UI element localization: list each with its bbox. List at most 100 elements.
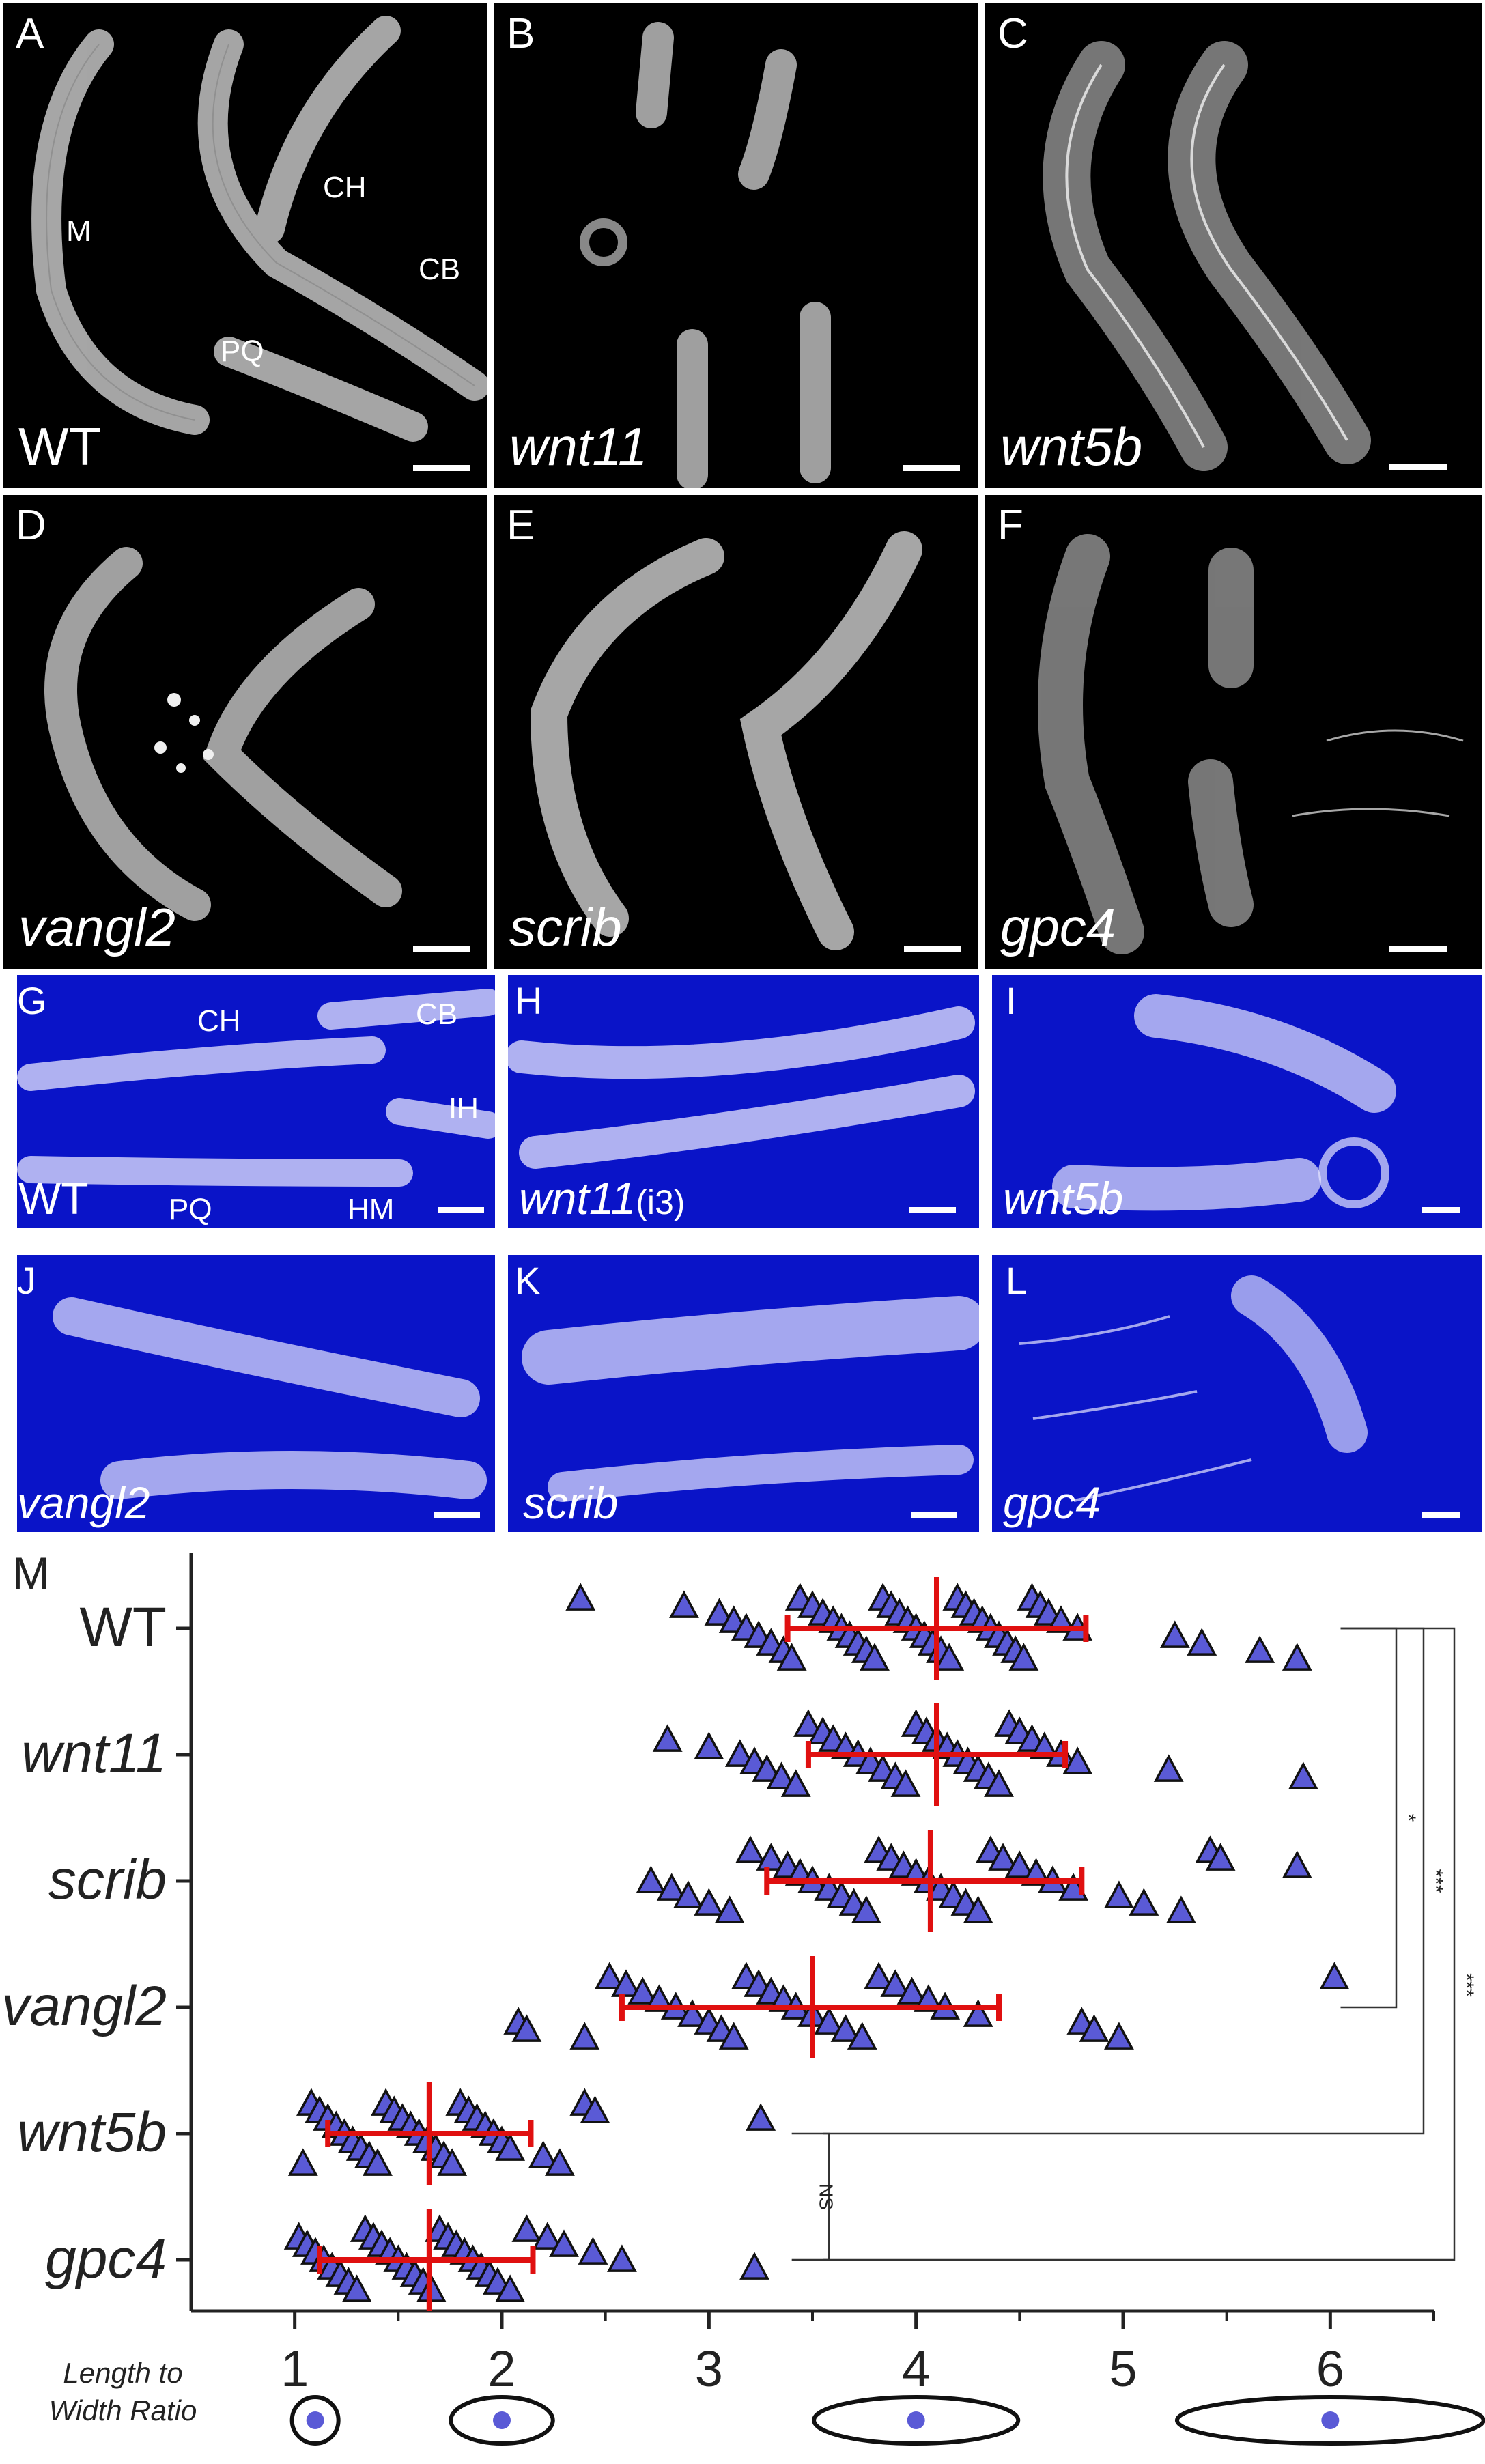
data-point	[532, 2222, 563, 2250]
significance-label: NS	[815, 2183, 836, 2210]
data-point	[1103, 2022, 1134, 2050]
data-point	[776, 1643, 807, 1671]
annotation-CH: CH	[197, 1004, 241, 1038]
data-point	[1282, 1850, 1312, 1878]
data-point	[694, 1731, 724, 1759]
data-point	[569, 2022, 600, 2050]
data-point	[746, 2103, 776, 2131]
panel-C: C wnt5b	[985, 3, 1482, 488]
panel-H: H wnt11(i3)	[508, 975, 979, 1228]
data-point	[677, 1999, 708, 2027]
data-point	[735, 1835, 765, 1863]
data-point	[756, 1843, 787, 1871]
genotype-label: WT	[18, 1173, 89, 1223]
data-point	[860, 1643, 890, 1671]
data-point	[864, 1962, 894, 1989]
data-point	[1282, 1643, 1312, 1671]
annotation-IH: IH	[449, 1092, 479, 1125]
data-point	[1004, 1850, 1035, 1878]
scale-bar	[904, 946, 961, 952]
data-point	[437, 2148, 468, 2176]
data-point	[724, 1739, 755, 1767]
allele-suffix: (i3)	[636, 1183, 685, 1221]
data-point	[1205, 1843, 1236, 1871]
significance-label: ***	[1424, 1869, 1447, 1893]
y-category-label: vangl2	[1, 1975, 167, 2037]
genotype-label: wnt5b	[1003, 1173, 1124, 1223]
scale-bar	[1389, 946, 1447, 952]
significance-label: *	[1397, 1814, 1419, 1822]
micrograph-D	[3, 495, 487, 969]
data-point	[594, 1962, 625, 1989]
panel-G: G CH CB IH PQ HM WT	[17, 975, 495, 1228]
ratio-nucleus-2	[493, 2411, 511, 2429]
micrograph-J	[17, 1255, 495, 1532]
y-category-label: wnt5b	[17, 2101, 167, 2164]
x-tick-label: 5	[1109, 2340, 1137, 2397]
x-tick-label: 4	[902, 2340, 930, 2397]
y-category-label: gpc4	[45, 2228, 167, 2290]
significance-label: ***	[1455, 1973, 1477, 1997]
data-point	[1245, 1635, 1275, 1663]
data-point	[511, 2214, 542, 2242]
data-point	[1165, 1895, 1196, 1923]
data-point	[1079, 2014, 1109, 2042]
data-point	[934, 1643, 965, 1671]
x-tick-label: 2	[487, 2340, 515, 2397]
micrograph-L	[992, 1255, 1482, 1532]
micrograph-K	[508, 1255, 979, 1532]
panel-J: J vangl2	[17, 1255, 495, 1532]
data-point	[1288, 1761, 1318, 1789]
data-point	[988, 1843, 1019, 1871]
micrograph-B	[494, 3, 978, 488]
ratio-nucleus-4	[907, 2411, 925, 2429]
data-point	[847, 2022, 877, 2050]
bracket-wnt5b-gpc4	[791, 2132, 830, 2261]
genotype-label: gpc4	[1000, 897, 1116, 957]
y-category-label: wnt11	[21, 1723, 167, 1785]
annotation-PQ: PQ	[221, 335, 264, 368]
data-point	[656, 1873, 687, 1901]
legend-caption-line2: Width Ratio	[49, 2394, 197, 2426]
data-point	[694, 1888, 724, 1916]
annotation-M: M	[66, 214, 91, 248]
panel-letter: C	[998, 10, 1028, 57]
data-point	[963, 1895, 993, 1923]
micrograph-I	[992, 975, 1482, 1228]
panel-letter: D	[16, 502, 46, 549]
genotype-label: WT	[18, 416, 102, 477]
data-point	[673, 1880, 703, 1908]
scale-bar	[1422, 1512, 1460, 1518]
scale-bar	[438, 1207, 484, 1213]
data-point	[793, 1709, 823, 1737]
data-point	[606, 2244, 637, 2272]
panel-letter: F	[998, 502, 1023, 549]
data-point	[549, 2229, 579, 2257]
panel-letter: B	[507, 10, 535, 57]
ratio-nucleus-1	[306, 2411, 324, 2429]
scale-bar	[903, 465, 960, 471]
scale-bar	[1422, 1207, 1460, 1213]
y-category-label: WT	[80, 1596, 167, 1658]
genotype-label: gpc4	[1003, 1477, 1101, 1528]
data-point	[718, 2022, 749, 2050]
data-point	[739, 2252, 770, 2280]
annotation-CB: CB	[416, 997, 458, 1031]
micrograph-G	[17, 975, 495, 1228]
genotype-label: wnt11(i3)	[519, 1176, 685, 1221]
data-point	[565, 1583, 596, 1611]
scale-bar	[434, 1512, 480, 1518]
panel-letter: H	[515, 979, 543, 1022]
scale-bar	[1389, 464, 1447, 470]
data-point	[780, 1769, 811, 1797]
legend-caption-line1: Length to	[63, 2357, 182, 2389]
panel-M-chart: M 1 2 3 4 5 6 WT wnt11 scrib vangl2 wnt5b gpc4 * *** **…	[0, 1540, 1485, 2461]
data-point	[1159, 1620, 1190, 1648]
data-point	[830, 2014, 861, 2042]
panel-B: B wnt11	[494, 3, 978, 488]
micrograph-F	[985, 495, 1482, 969]
ratio-nucleus-6	[1321, 2411, 1340, 2429]
scale-bar	[909, 1207, 956, 1213]
data-point	[511, 2014, 542, 2042]
data-point	[890, 1769, 921, 1797]
